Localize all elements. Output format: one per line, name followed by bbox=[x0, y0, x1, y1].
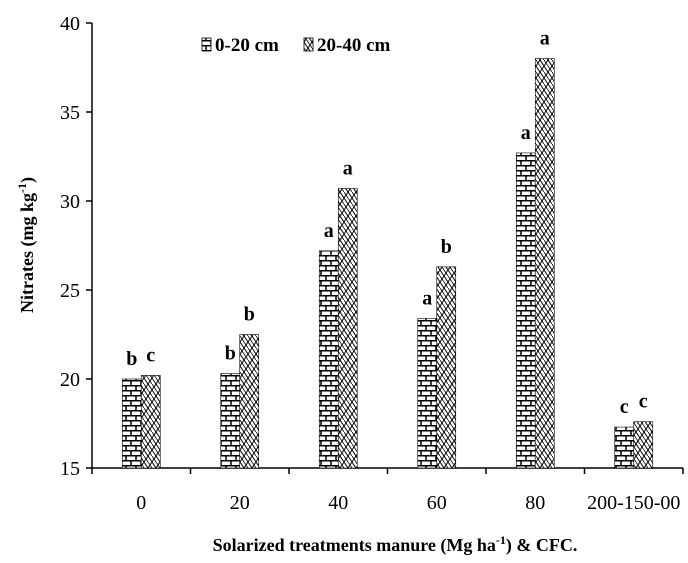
x-tick-label: 80 bbox=[525, 492, 545, 514]
y-axis-title-end: ) bbox=[17, 177, 38, 183]
x-axis-title-main: Solarized treatments manure (Mg ha bbox=[213, 535, 496, 556]
y-axis-title: Nitrates (mg kg-1) bbox=[15, 177, 38, 313]
y-axis-title-sup: -1 bbox=[15, 183, 29, 193]
bar-20-40-cm-60 bbox=[436, 266, 457, 469]
x-tick-label: 20 bbox=[230, 492, 250, 514]
legend: 0-20 cm 20-40 cm bbox=[201, 35, 391, 56]
x-ticks: 0 20 40 60 80 200-150-00 bbox=[91, 468, 684, 514]
bar-0-20-cm-0 bbox=[121, 378, 142, 469]
legend-swatch-20-40cm bbox=[303, 37, 314, 52]
significance-label: b bbox=[244, 304, 255, 326]
significance-label: a bbox=[343, 158, 353, 180]
bar-0-20-cm-200-150-00 bbox=[614, 426, 635, 469]
bars bbox=[121, 58, 654, 469]
bar-0-20-cm-60 bbox=[417, 318, 438, 469]
bar-0-20-cm-80 bbox=[515, 152, 536, 469]
significance-label: b bbox=[225, 343, 236, 365]
x-axis-title: Solarized treatments manure (Mg ha-1) & … bbox=[213, 533, 578, 556]
significance-label: b bbox=[441, 236, 452, 258]
significance-label: c bbox=[639, 391, 648, 413]
legend-label-20-40cm: 20-40 cm bbox=[317, 35, 391, 56]
x-axis-title-end: ) & CFC. bbox=[506, 535, 577, 556]
y-tick-label: 40 bbox=[60, 13, 80, 35]
significance-label: a bbox=[324, 220, 334, 242]
x-axis-title-sup: -1 bbox=[496, 533, 506, 547]
bar-20-40-cm-0 bbox=[140, 375, 161, 469]
significance-label: c bbox=[146, 344, 155, 366]
y-axis-title-main: Nitrates (mg kg bbox=[17, 193, 38, 313]
x-tick-label: 0 bbox=[136, 492, 146, 514]
x-tick-label: 60 bbox=[427, 492, 447, 514]
significance-label: c bbox=[620, 396, 629, 418]
y-tick-label: 25 bbox=[60, 280, 80, 302]
legend-swatch-0-20cm bbox=[201, 37, 212, 52]
significance-label: a bbox=[422, 287, 432, 309]
bar-20-40-cm-80 bbox=[534, 58, 555, 469]
significance-label: b bbox=[126, 348, 137, 370]
significance-label: a bbox=[521, 122, 531, 144]
significance-label: a bbox=[540, 28, 550, 50]
bar-0-20-cm-20 bbox=[220, 373, 241, 469]
y-tick-label: 30 bbox=[60, 191, 80, 213]
x-tick-label: 200-150-00 bbox=[587, 492, 680, 514]
bar-0-20-cm-40 bbox=[318, 250, 339, 469]
y-tick-label: 15 bbox=[60, 458, 80, 480]
y-tick-label: 35 bbox=[60, 102, 80, 124]
y-ticks: 15 20 25 30 35 40 bbox=[60, 13, 92, 480]
legend-label-0-20cm: 0-20 cm bbox=[215, 35, 279, 56]
x-tick-label: 40 bbox=[328, 492, 348, 514]
bar-20-40-cm-200-150-00 bbox=[633, 421, 654, 469]
bar-20-40-cm-40 bbox=[337, 188, 358, 469]
y-tick-label: 20 bbox=[60, 369, 80, 391]
bar-20-40-cm-20 bbox=[239, 334, 260, 469]
